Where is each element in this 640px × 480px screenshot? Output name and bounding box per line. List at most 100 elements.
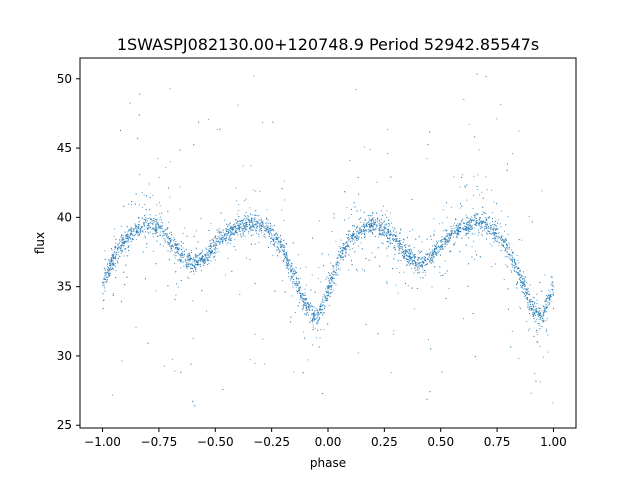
data-point [360, 221, 362, 223]
data-point [112, 255, 114, 257]
data-point [145, 209, 147, 211]
data-point [359, 232, 361, 234]
data-point [333, 282, 335, 284]
data-point [396, 235, 398, 237]
data-point [126, 235, 128, 237]
data-point [222, 236, 224, 238]
data-point [411, 287, 413, 289]
data-point [293, 269, 295, 271]
data-point [135, 193, 137, 195]
data-point [411, 262, 413, 264]
data-point [154, 218, 156, 220]
data-point [388, 238, 390, 240]
data-point [171, 248, 173, 250]
data-point [406, 264, 408, 266]
data-point [528, 306, 530, 308]
data-point [336, 260, 338, 262]
data-point [233, 246, 235, 248]
data-point [467, 227, 469, 229]
data-point [402, 252, 404, 254]
data-point [370, 229, 372, 231]
data-point [275, 233, 277, 235]
data-point [487, 230, 489, 232]
data-point [506, 256, 508, 258]
data-point [494, 236, 496, 238]
data-point [138, 223, 140, 225]
data-point [456, 232, 458, 234]
data-point [241, 222, 243, 224]
data-point [331, 291, 333, 293]
data-point [435, 251, 436, 253]
data-point [261, 231, 263, 233]
data-point [121, 300, 123, 302]
data-point [174, 370, 176, 372]
data-point [282, 249, 284, 251]
data-point [480, 225, 482, 227]
data-point [408, 250, 410, 252]
data-point [235, 219, 237, 221]
data-point [451, 228, 453, 230]
data-point [295, 272, 297, 274]
data-point [322, 299, 324, 301]
data-point [446, 230, 448, 232]
data-point [147, 217, 149, 219]
data-point [476, 222, 478, 224]
data-point [438, 250, 440, 252]
data-point [394, 239, 396, 241]
data-point [235, 230, 237, 232]
data-point [125, 241, 127, 243]
data-point [314, 327, 316, 329]
data-point [531, 301, 533, 303]
data-point [433, 233, 435, 235]
data-point [393, 246, 395, 248]
data-point [509, 258, 511, 260]
data-point [180, 253, 182, 255]
data-point [490, 189, 492, 191]
data-point [363, 229, 365, 231]
data-point [377, 247, 379, 249]
data-point [241, 228, 243, 230]
data-point [158, 227, 160, 229]
data-point [455, 218, 457, 220]
data-point [447, 242, 449, 244]
data-point [466, 226, 468, 228]
data-point [270, 241, 272, 243]
data-point [552, 294, 554, 296]
data-point [476, 214, 478, 216]
data-point [492, 234, 494, 236]
data-point [182, 261, 184, 263]
data-point [229, 228, 231, 230]
data-point [214, 235, 216, 237]
data-point [326, 294, 328, 296]
data-point [126, 233, 128, 235]
data-point [374, 222, 376, 224]
data-point [155, 229, 157, 231]
data-point [327, 291, 329, 293]
data-point [238, 228, 240, 230]
data-point [454, 243, 456, 245]
data-point [356, 268, 357, 270]
data-point [121, 239, 123, 241]
data-point [143, 228, 145, 230]
data-point [226, 234, 228, 236]
data-point [392, 240, 394, 242]
data-point [127, 234, 129, 236]
data-point [324, 307, 326, 309]
data-point [112, 267, 114, 269]
data-point [510, 259, 512, 261]
data-point [188, 258, 190, 260]
data-point [491, 218, 493, 220]
data-point [440, 240, 442, 242]
data-point [544, 274, 546, 276]
data-point [490, 243, 492, 245]
data-point [181, 254, 183, 256]
data-point [104, 269, 106, 271]
data-point [399, 247, 401, 249]
data-point [398, 246, 400, 248]
data-point [188, 277, 190, 279]
data-point [432, 245, 434, 247]
data-point [334, 282, 336, 284]
data-point [431, 286, 433, 288]
data-point [394, 254, 396, 256]
data-point [252, 223, 254, 225]
